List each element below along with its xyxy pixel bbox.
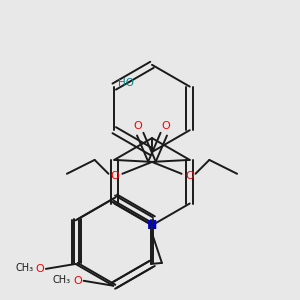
Text: HO: HO bbox=[118, 78, 134, 88]
Text: CH₃: CH₃ bbox=[15, 263, 33, 273]
Text: O: O bbox=[73, 276, 82, 286]
Text: O: O bbox=[161, 121, 170, 131]
Text: O: O bbox=[110, 171, 119, 181]
Text: O: O bbox=[185, 171, 194, 181]
Text: N: N bbox=[147, 219, 157, 232]
Text: O: O bbox=[35, 264, 44, 274]
Text: O: O bbox=[134, 121, 142, 131]
Text: CH₃: CH₃ bbox=[53, 275, 71, 285]
